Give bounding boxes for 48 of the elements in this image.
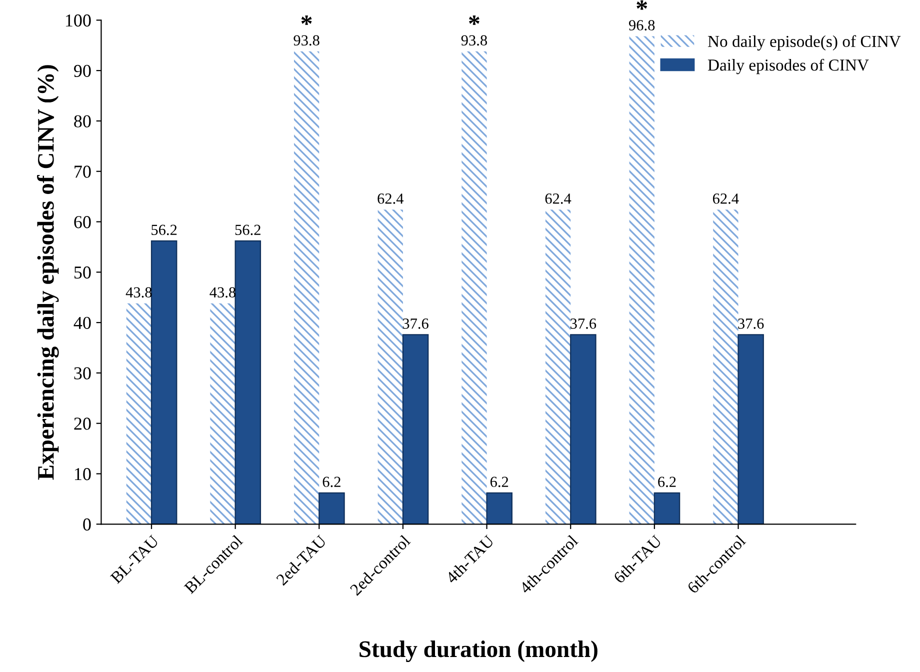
data-label: 6.2: [658, 476, 676, 488]
data-label: 56.2: [152, 224, 177, 236]
bar: [234, 240, 262, 524]
bar: [150, 240, 178, 524]
y-tick-label: 10: [75, 468, 91, 480]
y-tick-label: 40: [74, 316, 91, 329]
bar: [318, 492, 345, 524]
bar: [713, 210, 738, 524]
y-tick-label: 60: [74, 216, 91, 228]
bar: [654, 492, 680, 524]
data-label: 93.8: [461, 35, 487, 46]
y-axis-title: Experiencing daily episodes of CINV (%): [37, 65, 59, 480]
data-label: 93.8: [294, 35, 320, 46]
y-tick-label: 90: [74, 64, 91, 77]
data-label: 62.4: [712, 194, 739, 204]
data-label: 62.4: [545, 194, 572, 204]
bar: [545, 210, 571, 524]
bar: [738, 334, 764, 524]
data-label: 62.4: [378, 194, 404, 204]
y-tick-label: 50: [74, 266, 91, 279]
y-tick-label: 70: [74, 166, 91, 178]
bar: [210, 303, 236, 524]
data-label: 56.2: [235, 224, 260, 236]
bar: [462, 51, 487, 524]
bar: [294, 51, 320, 524]
bar: [486, 492, 512, 524]
data-label: 6.2: [322, 476, 340, 488]
data-label: 6.2: [490, 476, 508, 488]
annotation: *: [469, 15, 480, 25]
y-tick-label: 80: [74, 115, 91, 128]
legend-label: No daily episode(s) of CINV: [708, 35, 901, 50]
legend-label: Daily episodes of CINV: [708, 58, 869, 74]
data-label: 37.6: [570, 318, 596, 329]
y-tick-label: 100: [66, 14, 91, 27]
data-label: 37.6: [402, 318, 428, 329]
y-tick-label: 20: [74, 418, 91, 430]
x-axis-title: Study duration (month): [360, 640, 598, 662]
data-label: 96.8: [628, 20, 655, 30]
annotation: *: [636, 0, 648, 10]
bar: [629, 36, 654, 524]
bar: [126, 303, 152, 524]
bar: [570, 334, 596, 524]
bar: [378, 210, 403, 524]
y-tick-label: 0: [83, 518, 91, 531]
y-tick-label: 30: [74, 367, 91, 380]
data-label: 37.6: [738, 318, 764, 329]
bar: [402, 334, 429, 524]
annotation: *: [301, 15, 312, 25]
